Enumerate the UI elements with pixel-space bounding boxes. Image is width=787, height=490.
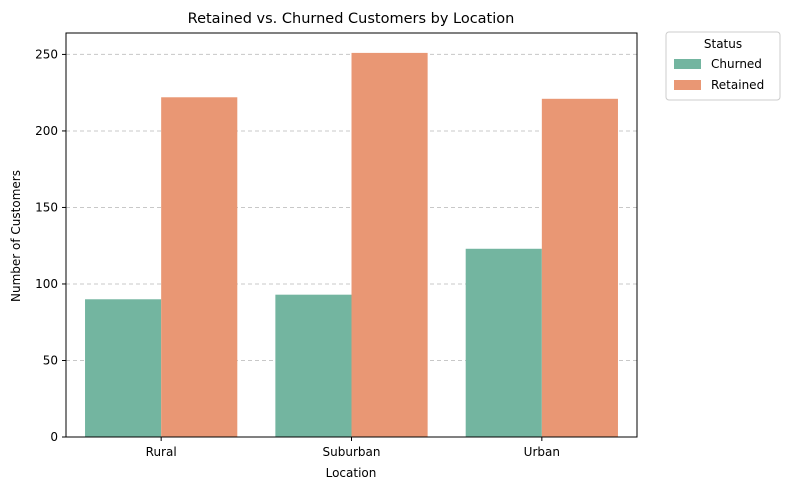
x-tick-label: Suburban [323, 445, 381, 459]
y-tick-label: 250 [35, 47, 58, 61]
bar-retained-rural [161, 97, 238, 437]
y-tick-label: 0 [50, 430, 58, 444]
y-tick-label: 200 [35, 124, 58, 138]
bars [85, 52, 618, 437]
x-axis-title: Location [326, 466, 377, 480]
legend-title: Status [704, 37, 742, 51]
x-tick-label: Urban [524, 445, 560, 459]
y-axis-ticks: 0 50 100 150 200 250 [35, 47, 66, 444]
legend-label-retained: Retained [711, 78, 764, 92]
legend-swatch-retained [674, 80, 701, 90]
legend: Status Churned Retained [665, 31, 781, 101]
bar-churned-urban [465, 248, 542, 437]
y-tick-label: 150 [35, 200, 58, 214]
x-tick-label: Rural [146, 445, 177, 459]
bar-retained-urban [541, 98, 618, 437]
y-tick-label: 50 [43, 353, 58, 367]
legend-swatch-churned [674, 59, 701, 69]
legend-label-churned: Churned [711, 57, 762, 71]
bar-churned-rural [85, 299, 162, 437]
bar-churned-suburban [275, 294, 352, 437]
chart-title: Retained vs. Churned Customers by Locati… [188, 11, 515, 27]
y-axis-title: Number of Customers [9, 170, 23, 302]
x-axis-ticks: Rural Suburban Urban [146, 437, 560, 459]
legend-items: Churned Retained [674, 57, 764, 92]
bar-retained-suburban [351, 52, 428, 437]
y-tick-label: 100 [35, 277, 58, 291]
